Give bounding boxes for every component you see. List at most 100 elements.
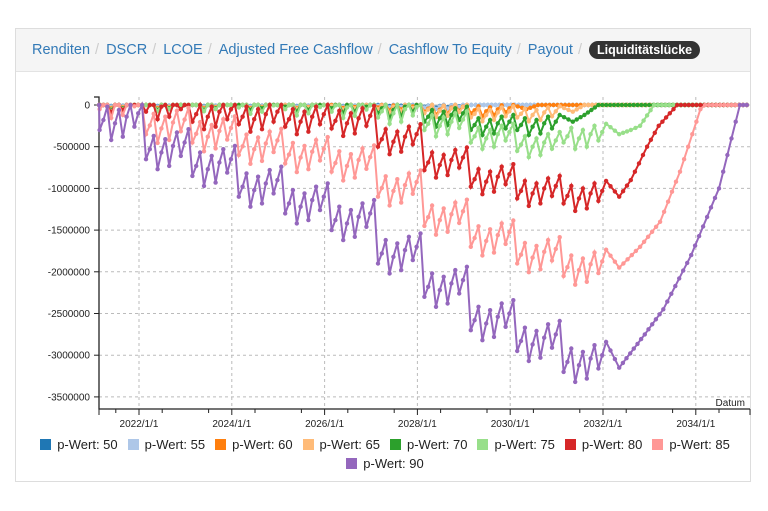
data-point — [248, 111, 253, 117]
data-point — [426, 284, 431, 289]
data-point — [682, 102, 688, 108]
legend-item[interactable]: p-Wert: 65 — [302, 437, 380, 452]
data-point — [673, 179, 679, 184]
data-point — [445, 229, 450, 234]
data-point — [491, 117, 497, 123]
data-point — [170, 102, 176, 108]
tab-liquiditaetsluecke[interactable]: Liquiditätslücke — [588, 41, 701, 59]
legend-item[interactable]: p-Wert: 80 — [564, 437, 642, 452]
tab-lcoe[interactable]: LCOE — [163, 42, 203, 58]
data-point — [491, 334, 497, 340]
tab-renditen[interactable]: Renditen — [32, 42, 91, 58]
legend-item[interactable]: p-Wert: 60 — [215, 437, 293, 452]
legend-swatch — [652, 439, 664, 450]
data-point — [565, 193, 570, 199]
data-point — [232, 143, 238, 149]
data-point — [383, 127, 388, 132]
data-point — [194, 112, 199, 117]
data-point — [495, 174, 500, 179]
data-point — [178, 102, 183, 108]
data-point — [612, 189, 618, 194]
data-point — [518, 188, 524, 194]
data-point — [530, 124, 535, 129]
data-point — [472, 318, 477, 323]
data-point — [637, 244, 643, 249]
data-point — [402, 247, 408, 253]
tab-payout[interactable]: Payout — [527, 42, 573, 58]
data-point — [457, 165, 462, 170]
legend-swatch — [127, 439, 139, 450]
data-point — [464, 197, 470, 202]
legend-item[interactable]: p-Wert: 85 — [652, 437, 730, 452]
data-point — [190, 173, 195, 179]
data-point — [232, 114, 238, 119]
data-point — [557, 173, 562, 179]
data-point — [625, 257, 630, 262]
data-point — [236, 105, 241, 110]
data-point — [566, 102, 572, 108]
data-point — [186, 127, 191, 132]
data-point — [638, 336, 644, 342]
legend-swatch — [215, 439, 227, 450]
data-point — [379, 251, 384, 256]
data-point — [549, 126, 555, 131]
data-point — [574, 102, 579, 108]
data-point — [460, 104, 466, 110]
data-point — [667, 111, 672, 116]
data-point — [120, 112, 126, 118]
data-point — [507, 311, 512, 316]
data-point — [375, 261, 381, 266]
legend-item[interactable]: p-Wert: 90 — [346, 456, 424, 471]
data-point — [538, 355, 543, 360]
legend-swatch — [564, 439, 576, 450]
data-point — [225, 170, 230, 175]
legend-item[interactable]: p-Wert: 55 — [127, 437, 205, 452]
data-point — [263, 141, 268, 146]
data-point — [383, 174, 388, 179]
data-point — [387, 121, 392, 127]
tab-dscr[interactable]: DSCR — [106, 42, 148, 58]
tab-adjusted-free-cashflow[interactable]: Adjusted Free Cashflow — [218, 42, 373, 58]
data-point — [290, 107, 296, 112]
data-point — [484, 321, 489, 326]
data-point — [545, 105, 551, 110]
data-point — [608, 125, 613, 130]
data-point — [344, 163, 350, 169]
data-point — [495, 132, 500, 137]
data-point — [197, 150, 203, 155]
data-point — [565, 134, 570, 139]
data-point — [499, 123, 504, 128]
data-point — [667, 102, 672, 108]
data-point — [495, 121, 500, 126]
data-point — [406, 171, 412, 176]
data-point — [596, 366, 601, 371]
tab-cashflow-to-equity[interactable]: Cashflow To Equity — [388, 42, 512, 58]
data-point — [645, 234, 651, 239]
data-point — [729, 102, 734, 108]
data-point — [453, 102, 458, 108]
data-point — [429, 102, 435, 108]
data-point — [453, 106, 458, 111]
data-point — [426, 215, 431, 220]
data-point — [360, 146, 365, 151]
legend-item[interactable]: p-Wert: 75 — [477, 437, 555, 452]
data-point — [522, 134, 528, 139]
data-point — [267, 167, 272, 173]
data-point — [611, 102, 617, 108]
data-point — [426, 107, 431, 112]
data-point — [147, 102, 152, 108]
x-tick-label: 2032/1/1 — [584, 419, 623, 430]
data-point — [460, 277, 466, 283]
legend-item[interactable]: p-Wert: 70 — [390, 437, 467, 452]
data-point — [399, 119, 404, 124]
data-point — [402, 182, 408, 188]
legend-item[interactable]: p-Wert: 50 — [40, 437, 118, 452]
data-point — [671, 102, 676, 108]
data-point — [696, 233, 702, 239]
data-point — [112, 121, 118, 126]
data-point — [530, 342, 535, 347]
data-point — [561, 140, 566, 145]
data-point — [449, 106, 454, 111]
data-point — [651, 102, 657, 108]
data-point — [399, 200, 404, 205]
